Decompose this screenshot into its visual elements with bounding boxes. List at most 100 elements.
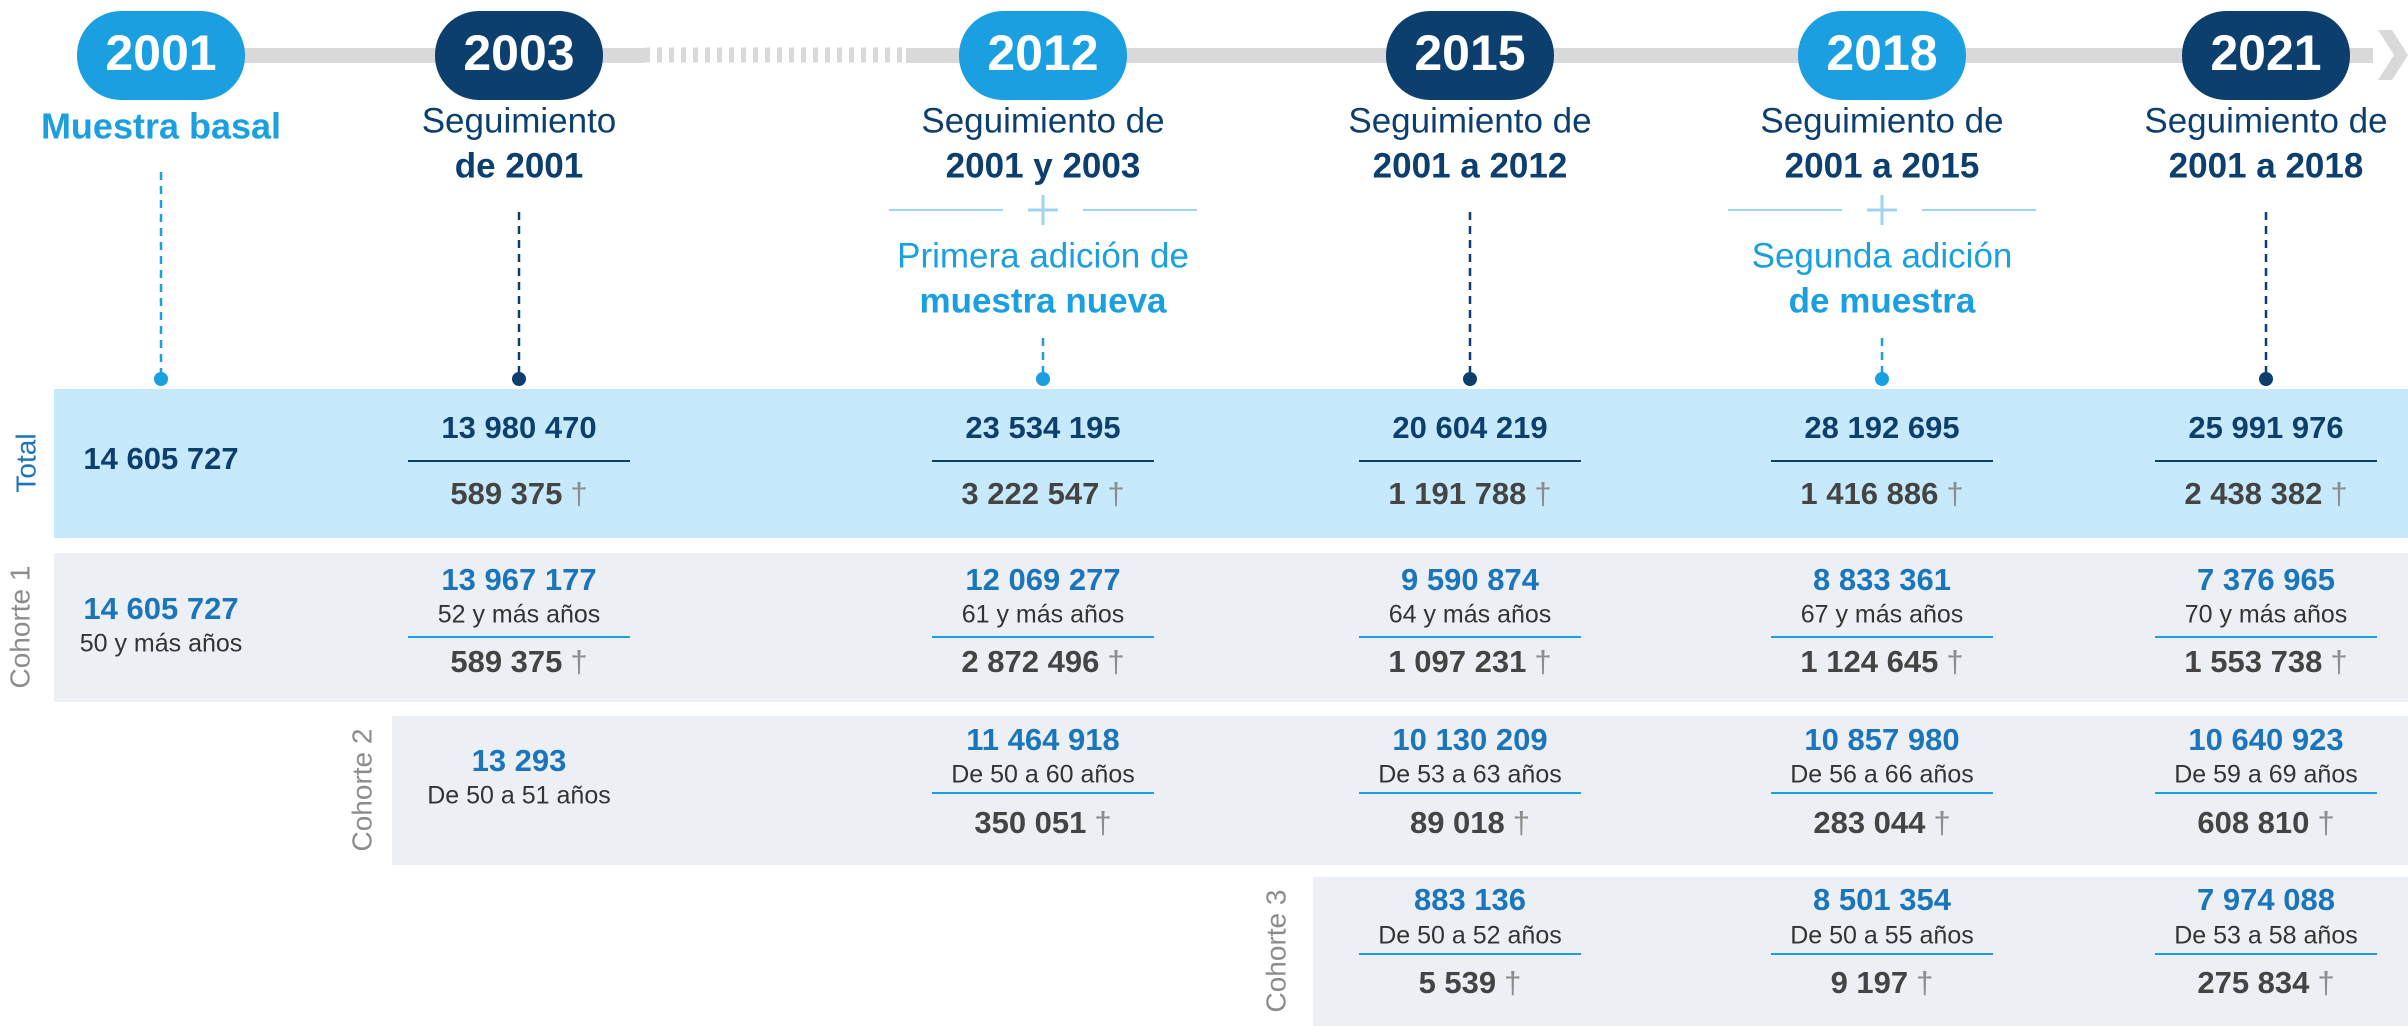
description: Seguimiento [422, 101, 617, 140]
age-range: De 50 a 55 años [1790, 922, 1973, 950]
deaths-count: 1 191 788 [1388, 476, 1526, 511]
deaths-count: 89 018 [1410, 805, 1505, 840]
death-symbol: † [2317, 805, 2334, 840]
year: 2021 [2210, 25, 2321, 81]
count: 7 974 088 [2197, 882, 2335, 917]
timeline-bar [906, 48, 2373, 63]
deaths: 608 810 † [2197, 805, 2334, 840]
addition: Segunda adición [1752, 236, 2013, 275]
description-bold: 2001 a 2015 [1785, 146, 1980, 185]
age-range: 67 y más años [1801, 601, 1964, 629]
age-range: De 50 a 52 años [1378, 922, 1561, 950]
count: 8 833 361 [1813, 562, 1951, 597]
count: 13 967 177 [441, 562, 596, 597]
year: 2015 [1414, 25, 1525, 81]
year-pill [959, 11, 1127, 100]
count: 10 130 209 [1392, 722, 1547, 757]
deaths: 589 375 † [450, 476, 587, 511]
death-symbol: † [570, 476, 587, 511]
deaths-count: 9 197 [1831, 965, 1909, 1000]
cohort3-band [1313, 877, 2408, 1026]
deaths-count: 283 044 [1813, 805, 1926, 840]
year-pill [1798, 11, 1966, 100]
deaths-count: 275 834 [2197, 965, 2310, 1000]
death-symbol: † [1504, 965, 1521, 1000]
death-symbol: † [1933, 805, 1950, 840]
count: 14 605 727 [83, 441, 238, 476]
year: 2003 [463, 25, 574, 81]
death-symbol: † [1946, 644, 1963, 679]
count: 13 980 470 [441, 410, 596, 445]
deaths-count: 1 124 645 [1800, 644, 1938, 679]
count: 11 464 918 [966, 722, 1119, 757]
count: 883 136 [1414, 882, 1526, 917]
year: 2018 [1826, 25, 1937, 81]
row-label: Cohorte 2 [346, 729, 377, 852]
cohort1-band [54, 553, 2408, 702]
age-range: 70 y más años [2185, 601, 2348, 629]
description: Muestra basal [41, 106, 281, 147]
count: 25 991 976 [2188, 410, 2343, 445]
connector-dot [1875, 372, 1889, 386]
death-symbol: † [1513, 805, 1530, 840]
deaths: 5 539 † [1419, 965, 1522, 1000]
plus [1867, 195, 1897, 225]
description: Seguimiento de [2144, 101, 2387, 140]
deaths: 1 097 231 † [1388, 644, 1551, 679]
timeline-arrow [2378, 30, 2408, 80]
deaths: 1 124 645 † [1800, 644, 1963, 679]
row-label: Cohorte 3 [1260, 890, 1291, 1013]
count: 23 534 195 [965, 410, 1120, 445]
addition-bold: de muestra [1789, 281, 1976, 320]
total-band [54, 389, 2408, 538]
count: 7 376 965 [2197, 562, 2335, 597]
addition-bold: muestra nueva [919, 281, 1167, 320]
year-pill [1386, 11, 1554, 100]
connector-dot [512, 372, 526, 386]
deaths-count: 350 051 [974, 805, 1086, 840]
death-symbol: † [1534, 476, 1551, 511]
count: 12 069 277 [965, 562, 1120, 597]
death-symbol: † [570, 644, 587, 679]
deaths: 1 416 886 † [1800, 476, 1963, 511]
count: 9 590 874 [1401, 562, 1540, 597]
description-bold: 2001 a 2018 [2169, 146, 2364, 185]
addition: Primera adición de [897, 236, 1189, 275]
row-label: Total [10, 433, 41, 492]
deaths: 1 553 738 † [2184, 644, 2347, 679]
deaths: 589 375 † [450, 644, 587, 679]
deaths: 2 438 382 † [2184, 476, 2347, 511]
deaths-count: 3 222 547 [961, 476, 1099, 511]
death-symbol: † [1946, 476, 1963, 511]
age-range: De 59 a 69 años [2174, 761, 2357, 789]
deaths-count: 589 375 [450, 644, 562, 679]
description-bold: de 2001 [455, 146, 583, 185]
death-symbol: † [1094, 805, 1111, 840]
age-range: De 56 a 66 años [1790, 761, 1973, 789]
death-symbol: † [1107, 644, 1124, 679]
death-symbol: † [1107, 476, 1124, 511]
deaths: 2 872 496 † [961, 644, 1124, 679]
year: 2012 [987, 25, 1098, 81]
connector-dot [154, 372, 168, 386]
deaths-count: 2 872 496 [961, 644, 1099, 679]
count: 14 605 727 [83, 591, 238, 626]
description-bold: 2001 a 2012 [1373, 146, 1568, 185]
age-range: De 53 a 63 años [1378, 761, 1561, 789]
age-range: 50 y más años [80, 630, 243, 658]
connector-dot [1463, 372, 1477, 386]
death-symbol: † [1534, 644, 1551, 679]
cohort2-band [392, 716, 2408, 865]
deaths: 3 222 547 † [961, 476, 1124, 511]
count: 20 604 219 [1392, 410, 1547, 445]
deaths-count: 1 097 231 [1388, 644, 1526, 679]
count: 13 293 [472, 743, 567, 778]
connector-dot [1036, 372, 1050, 386]
deaths-count: 1 553 738 [2184, 644, 2322, 679]
deaths-count: 5 539 [1419, 965, 1497, 1000]
age-range: De 53 a 58 años [2174, 922, 2357, 950]
deaths: 89 018 † [1410, 805, 1530, 840]
deaths-count: 2 438 382 [2184, 476, 2322, 511]
count: 8 501 354 [1813, 882, 1952, 917]
year: 2001 [105, 25, 216, 81]
